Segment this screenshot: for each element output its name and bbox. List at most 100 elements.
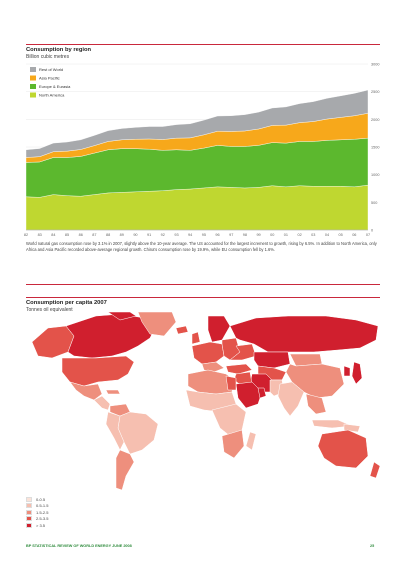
x-tick-label: 02 <box>297 233 301 237</box>
map-region-madagascar <box>245 431 257 451</box>
y-tick-label: 500 <box>371 201 377 205</box>
area-series <box>25 89 369 158</box>
map-region-southeast-asia <box>305 393 327 415</box>
x-tick-label: 04 <box>325 233 329 237</box>
map-title: Consumption per capita 2007 <box>26 300 107 306</box>
legend-swatch <box>30 92 36 98</box>
map-legend-item: 2.5-3.5 <box>26 516 48 523</box>
map-region-western-europe <box>191 341 225 365</box>
legend-label: Rest of World <box>39 67 63 72</box>
map-region-argentina <box>115 449 135 491</box>
x-tick-label: 82 <box>24 233 28 237</box>
x-tick-label: 05 <box>339 233 343 237</box>
legend-swatch <box>26 496 32 502</box>
map-legend-item: 1.5-2.5 <box>26 509 48 516</box>
map-region-turkey <box>225 363 253 375</box>
map-region-russia <box>229 315 379 353</box>
world-consumption-map <box>31 312 381 491</box>
x-tick-label: 86 <box>79 233 83 237</box>
map-region-saudi-arabia <box>235 381 263 409</box>
x-tick-label: 94 <box>188 233 192 237</box>
legend-label: > 3.5 <box>36 522 46 528</box>
map-region-uk <box>191 331 201 345</box>
x-tick-label: 91 <box>147 233 151 237</box>
map-region-central-america <box>93 395 111 411</box>
x-tick-label: 99 <box>256 233 260 237</box>
map-legend-item: > 3.5 <box>26 522 48 529</box>
map-region-alaska <box>31 325 75 359</box>
legend-swatch <box>26 516 32 522</box>
map-region-ukraine <box>229 343 257 361</box>
footer-publication: BP STATISTICAL REVIEW OF WORLD ENERGY JU… <box>26 544 132 548</box>
legend-label: Asia Pacific <box>39 76 60 81</box>
y-tick-label: 0 <box>371 229 373 233</box>
map-region-usa <box>61 355 135 387</box>
legend-label: Europe & Eurasia <box>39 84 71 89</box>
map-region-australia <box>317 429 369 469</box>
map-region-caribbean <box>105 389 121 395</box>
x-tick-label: 00 <box>270 233 274 237</box>
legend-swatch <box>30 75 36 81</box>
map-subtitle: Tonnes oil equivalent <box>26 307 73 313</box>
area-chart-subtitle: Billion cubic metres <box>26 54 70 60</box>
map-legend-item: 0.5-1.5 <box>26 503 48 510</box>
map-region-scandinavia <box>207 315 231 343</box>
x-tick-label: 88 <box>106 233 110 237</box>
map-region-mexico <box>69 381 103 401</box>
middle-rule <box>26 284 380 285</box>
x-tick-label: 90 <box>133 233 137 237</box>
map-region-kazakhstan <box>253 351 291 369</box>
map-top-rule <box>26 297 380 298</box>
map-legend: 0-0.5 0.5-1.5 1.5-2.5 2.5-3.5 > 3.5 <box>26 496 48 529</box>
x-tick-label: 97 <box>229 233 233 237</box>
legend-label: 2.5-3.5 <box>36 516 49 522</box>
area-chart-title: Consumption by region <box>26 47 92 53</box>
legend-label: 0-0.5 <box>36 496 46 502</box>
map-region-arctic-islands <box>107 312 137 321</box>
map-region-south-africa <box>221 429 245 459</box>
x-tick-label: 98 <box>243 233 247 237</box>
y-tick-label: 2500 <box>371 90 379 94</box>
map-region-india <box>277 381 305 417</box>
legend-swatch <box>26 509 32 515</box>
caption-text: World natural gas consumption rose by 3.… <box>26 241 377 252</box>
x-tick-label: 89 <box>120 233 124 237</box>
legend-swatch <box>26 503 32 509</box>
map-region-greenland <box>137 312 177 337</box>
map-region-brazil <box>117 411 159 455</box>
legend-swatch <box>26 522 32 528</box>
x-tick-label: 03 <box>311 233 315 237</box>
x-tick-label: 85 <box>65 233 69 237</box>
map-region-new-zealand <box>369 461 381 479</box>
top-rule <box>26 44 380 45</box>
map-region-china <box>285 363 345 399</box>
x-tick-label: 06 <box>352 233 356 237</box>
y-tick-label: 1500 <box>371 146 379 150</box>
map-region-iceland <box>175 325 189 335</box>
map-region-southern-europe <box>201 361 225 373</box>
map-region-indonesia <box>311 419 353 429</box>
y-tick-label: 1000 <box>371 173 379 177</box>
x-tick-label: 87 <box>92 233 96 237</box>
x-tick-label: 96 <box>215 233 219 237</box>
y-tick-label: 3000 <box>371 63 379 67</box>
legend-label: 1.5-2.5 <box>36 509 49 515</box>
legend-label: 0.5-1.5 <box>36 503 49 509</box>
map-legend-item: 0-0.5 <box>26 496 48 503</box>
chart-caption: World natural gas consumption rose by 3.… <box>26 241 378 252</box>
footer-page-number: 25 <box>370 544 375 548</box>
x-tick-label: 07 <box>366 233 370 237</box>
x-tick-label: 84 <box>51 233 55 237</box>
map-region-gulf-states <box>257 387 267 399</box>
map-region-andes <box>105 411 125 451</box>
x-tick-label: 01 <box>284 233 288 237</box>
y-tick-label: 2000 <box>371 118 379 122</box>
legend-swatch <box>30 67 36 72</box>
legend-label: North America <box>39 93 65 98</box>
x-tick-label: 93 <box>174 233 178 237</box>
legend-swatch <box>30 84 36 89</box>
x-tick-label: 92 <box>161 233 165 237</box>
x-tick-label: 83 <box>38 233 42 237</box>
map-region-egypt <box>225 375 237 391</box>
